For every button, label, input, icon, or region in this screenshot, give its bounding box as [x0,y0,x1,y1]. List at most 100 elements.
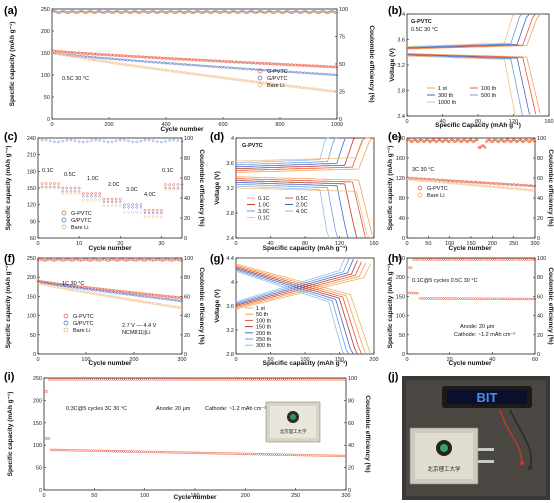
capacity-point [48,284,51,287]
capacity-point [287,63,290,66]
capacity-point [223,60,226,63]
capacity-point [464,180,468,184]
discharge-curve [406,53,541,114]
capacity-point [102,197,106,201]
capacity-point [263,82,266,85]
capacity-point [136,55,139,58]
ce-point [133,259,136,262]
capacity-point [244,67,248,71]
capacity-point [247,61,250,64]
capacity-point [532,184,535,188]
capacity-point [134,291,138,295]
x-tick-label: 40 [267,241,273,247]
capacity-point [471,297,475,300]
ce-point [478,258,481,261]
capacity-point [254,62,258,65]
ce-point [467,139,470,143]
capacity-point [40,281,44,284]
capacity-point [113,54,116,57]
capacity-point [321,454,325,457]
x-tick-label: 600 [218,122,227,128]
capacity-point [222,452,226,455]
ce-point [467,258,471,261]
capacity-point [173,305,177,309]
capacity-point [472,181,475,184]
capacity-point [95,292,99,296]
capacity-point [117,62,121,66]
capacity-point [133,299,136,302]
ce-point [143,138,147,142]
legend-label: 500 th [481,93,496,99]
capacity-point [480,297,483,300]
y2-tick-label: 0 [339,117,342,123]
capacity-point [343,454,347,458]
capacity-point [268,62,272,65]
y-tick-label: 50 [399,333,405,339]
y-tick-label: 50 [36,466,42,472]
capacity-point [77,192,81,195]
ce-point [141,259,145,262]
capacity-point [188,451,192,454]
y-tick-label: 120 [27,203,36,209]
capacity-point [301,453,304,457]
panel-i-plot: 0 50 100 150 200 250 3000501001502002500204060… [33,376,357,499]
capacity-point [255,68,259,71]
ce-point [192,378,196,381]
ce-point [184,378,188,381]
capacity-point [469,183,473,186]
capacity-point [160,297,164,300]
capacity-point [155,215,159,219]
capacity-point [505,187,508,190]
capacity-point [81,194,85,198]
ce-point [160,9,164,13]
capacity-point [138,292,142,295]
capacity-point [519,184,523,187]
capacity-point [94,198,97,202]
ce-point [520,258,524,261]
ce-point [156,258,159,261]
capacity-point [147,56,151,59]
capacity-point [224,77,228,80]
legend-swatch [417,185,423,191]
capacity-point [293,453,296,457]
capacity-point [102,53,105,56]
ce-point [416,258,419,261]
capacity-point [48,186,52,190]
ce-point [295,378,298,381]
capacity-point [140,55,144,59]
capacity-point [48,185,52,189]
ce-point [412,258,415,261]
ce-point [304,9,308,13]
capacity-point [87,52,91,56]
ce-point [53,378,57,381]
capacity-point [429,297,432,300]
ce-point [315,378,319,381]
capacity-point [169,69,172,73]
capacity-point [116,57,119,61]
capacity-point [533,188,537,192]
capacity-point [73,189,77,193]
capacity-point [456,297,460,300]
capacity-point [118,450,121,453]
capacity-point [131,64,135,67]
ce-point [329,378,333,381]
ce-point [474,258,477,261]
ce-point [124,9,128,13]
ce-point [152,259,155,262]
capacity-point [196,58,199,62]
capacity-point [243,78,246,82]
capacity-point [86,192,89,195]
y-tick-label: 90 [30,219,36,225]
capacity-point [460,182,464,186]
y-tick-label: 2.8 [397,89,405,95]
ce-point [97,9,101,13]
capacity-point [499,297,503,301]
capacity-point [84,290,87,294]
panel-h-xlabel: Cycle number [449,360,492,367]
capacity-point [181,71,185,75]
capacity-point [321,72,325,76]
ce-point [102,378,105,381]
legend-label: G/PVTC [71,218,92,224]
capacity-point [85,291,89,294]
